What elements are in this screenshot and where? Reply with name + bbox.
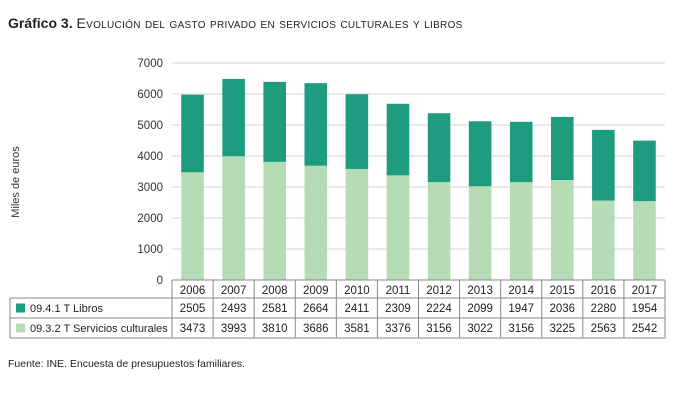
- bar-segment: [468, 121, 492, 187]
- chart-title-text: Evolución del gasto privado en servicios…: [76, 15, 463, 31]
- x-tick-label: 2015: [549, 285, 575, 297]
- legend-label: 09.3.2 T Servicios culturales: [30, 323, 168, 335]
- data-label: 3156: [426, 323, 452, 335]
- bar-segment: [304, 83, 328, 166]
- x-tick-label: 2006: [180, 285, 206, 297]
- data-label: 3581: [344, 323, 370, 335]
- bar-segment: [181, 94, 204, 173]
- bar-segment: [509, 182, 533, 280]
- data-label: 2224: [426, 303, 452, 315]
- x-tick-label: 2012: [426, 285, 452, 297]
- y-tick-label: 4000: [137, 151, 163, 163]
- data-label: 3225: [549, 323, 575, 335]
- bar-segment: [181, 172, 204, 280]
- y-tick-label: 0: [157, 275, 163, 287]
- data-label: 2280: [591, 303, 617, 315]
- data-label: 3022: [467, 323, 493, 335]
- bar-segment: [550, 180, 574, 280]
- bar-segment: [386, 175, 410, 280]
- x-tick-label: 2007: [221, 285, 247, 297]
- data-label: 2309: [385, 303, 411, 315]
- data-label: 3993: [221, 323, 247, 335]
- legend-swatch: [16, 303, 25, 313]
- bar-segment: [468, 186, 492, 280]
- data-label: 2036: [549, 303, 575, 315]
- data-label: 2542: [632, 323, 658, 335]
- y-tick-label: 3000: [137, 182, 163, 194]
- data-label: 2411: [345, 303, 370, 315]
- data-label: 1947: [508, 303, 534, 315]
- data-label: 3156: [508, 323, 534, 335]
- x-tick-label: 2013: [467, 285, 493, 297]
- y-tick-label: 7000: [137, 58, 163, 70]
- legend-label: 09.4.1 T Libros: [30, 303, 103, 315]
- chart-title: Gráfico 3. Evolución del gasto privado e…: [8, 15, 463, 31]
- bar-segment: [633, 140, 656, 202]
- bar-segment: [509, 121, 533, 183]
- bar-segment: [550, 116, 574, 181]
- data-label: 3810: [262, 323, 288, 335]
- data-label: 3376: [385, 323, 411, 335]
- bar-segment: [345, 168, 369, 280]
- source-note: Fuente: INE. Encuesta de presupuestos fa…: [8, 358, 245, 370]
- bar-segment: [592, 200, 615, 280]
- bar-segment: [222, 78, 245, 157]
- data-label: 1954: [632, 303, 658, 315]
- x-tick-label: 2011: [386, 285, 411, 297]
- data-label: 2664: [303, 303, 329, 315]
- bar-segment: [304, 165, 328, 280]
- x-tick-label: 2017: [632, 285, 658, 297]
- bar-segment: [263, 161, 287, 280]
- data-label: 3473: [180, 323, 206, 335]
- data-label: 2099: [467, 303, 493, 315]
- data-label: 2581: [262, 303, 288, 315]
- bar-segment: [222, 156, 245, 280]
- bar-segment: [427, 182, 451, 280]
- x-tick-label: 2010: [344, 285, 370, 297]
- data-label: 3686: [303, 323, 329, 335]
- y-tick-label: 6000: [137, 89, 163, 101]
- data-label: 2563: [591, 323, 617, 335]
- y-tick-label: 1000: [137, 244, 163, 256]
- x-tick-label: 2008: [262, 285, 288, 297]
- x-tick-label: 2009: [303, 285, 329, 297]
- y-axis-title: Miles de euros: [10, 146, 22, 218]
- bar-segment: [345, 94, 369, 169]
- bar-segment: [592, 129, 615, 201]
- stacked-bar-chart: 0 1000 2000 3000 4000 5000 6000 7000 Miles de eu…: [9, 58, 666, 339]
- x-tick-label: 2016: [591, 285, 617, 297]
- x-tick-label: 2014: [508, 285, 534, 297]
- legend-swatch: [16, 323, 25, 333]
- bar-segment: [633, 201, 656, 280]
- data-label: 2493: [221, 303, 247, 315]
- bar-segment: [386, 103, 410, 176]
- y-tick-label: 5000: [137, 120, 163, 132]
- bar-segment: [427, 113, 451, 183]
- data-label: 2505: [180, 303, 206, 315]
- y-tick-label: 2000: [137, 213, 163, 225]
- bar-segment: [263, 81, 287, 162]
- chart-title-label: Gráfico 3.: [8, 15, 73, 31]
